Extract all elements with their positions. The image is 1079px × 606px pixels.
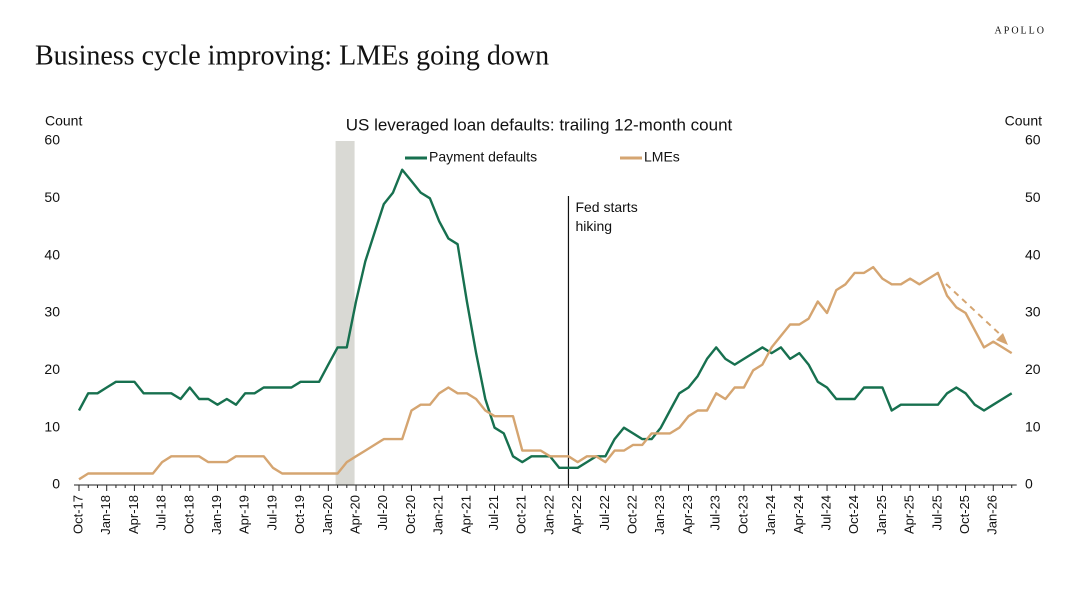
x-tick-label: Jul-24 xyxy=(818,495,833,530)
y2-tick-label: 20 xyxy=(1025,361,1041,377)
y-tick-label: 60 xyxy=(44,132,60,148)
recession-band xyxy=(335,141,355,485)
y2-tick-label: 40 xyxy=(1025,246,1041,262)
chart-title: US leveraged loan defaults: trailing 12-… xyxy=(346,115,733,134)
x-tick-label: Apr-22 xyxy=(569,495,584,534)
x-tick-label: Jan-18 xyxy=(98,495,113,535)
x-tick-label: Jul-25 xyxy=(929,495,944,530)
x-tick-label: Oct-21 xyxy=(514,495,529,534)
x-tick-label: Jan-19 xyxy=(209,495,224,535)
x-tick-label: Jul-22 xyxy=(597,495,612,530)
y-tick-label: 10 xyxy=(44,418,60,434)
y-tick-label: 20 xyxy=(44,361,60,377)
x-tick-label: Apr-21 xyxy=(458,495,473,534)
x-tick-label: Oct-17 xyxy=(70,495,85,534)
y-tick-label: 50 xyxy=(44,189,60,205)
x-tick-label: Apr-25 xyxy=(902,495,917,534)
trend-arrow xyxy=(945,283,1005,339)
x-tick-label: Apr-19 xyxy=(237,495,252,534)
y-tick-label: 40 xyxy=(44,246,60,262)
x-tick-label: Jul-18 xyxy=(154,495,169,530)
x-tick-label: Apr-23 xyxy=(680,495,695,534)
y-axis-title: Count xyxy=(45,113,82,129)
series-line xyxy=(78,265,1013,481)
x-tick-label: Jul-23 xyxy=(708,495,723,530)
x-tick-label: Oct-22 xyxy=(625,495,640,534)
legend-label: Payment defaults xyxy=(429,149,537,165)
y2-axis-title: Count xyxy=(1005,113,1042,129)
x-tick-label: Jan-21 xyxy=(431,495,446,535)
legend-label: LMEs xyxy=(644,149,680,165)
trend-arrowhead xyxy=(996,333,1008,345)
y2-tick-label: 50 xyxy=(1025,189,1041,205)
x-tick-label: Jan-23 xyxy=(652,495,667,535)
x-tick-label: Oct-19 xyxy=(292,495,307,534)
x-tick-label: Oct-23 xyxy=(735,495,750,534)
y2-tick-label: 30 xyxy=(1025,304,1041,320)
y2-tick-label: 60 xyxy=(1025,132,1041,148)
series-line xyxy=(77,168,1013,469)
x-tick-label: Apr-24 xyxy=(791,495,806,534)
x-tick-label: Jul-20 xyxy=(375,495,390,530)
x-tick-label: Jan-24 xyxy=(763,495,778,535)
x-tick-label: Jan-20 xyxy=(320,495,335,535)
x-tick-label: Oct-20 xyxy=(403,495,418,534)
x-tick-label: Oct-24 xyxy=(846,495,861,534)
y-tick-label: 0 xyxy=(52,476,60,492)
x-tick-label: Jan-22 xyxy=(541,495,556,535)
x-tick-label: Jul-19 xyxy=(264,495,279,530)
page-title: Business cycle improving: LMEs going dow… xyxy=(35,40,549,71)
y2-tick-label: 0 xyxy=(1025,476,1033,492)
x-tick-label: Oct-25 xyxy=(957,495,972,534)
brand: APOLLO xyxy=(995,25,1046,36)
x-tick-label: Apr-18 xyxy=(126,495,141,534)
y-tick-label: 30 xyxy=(44,304,60,320)
y2-tick-label: 10 xyxy=(1025,418,1041,434)
x-tick-label: Oct-18 xyxy=(181,495,196,534)
x-tick-label: Jul-21 xyxy=(486,495,501,530)
x-tick-label: Jan-25 xyxy=(874,495,889,535)
x-tick-label: Jan-26 xyxy=(985,495,1000,535)
x-tick-label: Apr-20 xyxy=(347,495,362,534)
annotation: Fed starts hiking xyxy=(575,199,637,234)
